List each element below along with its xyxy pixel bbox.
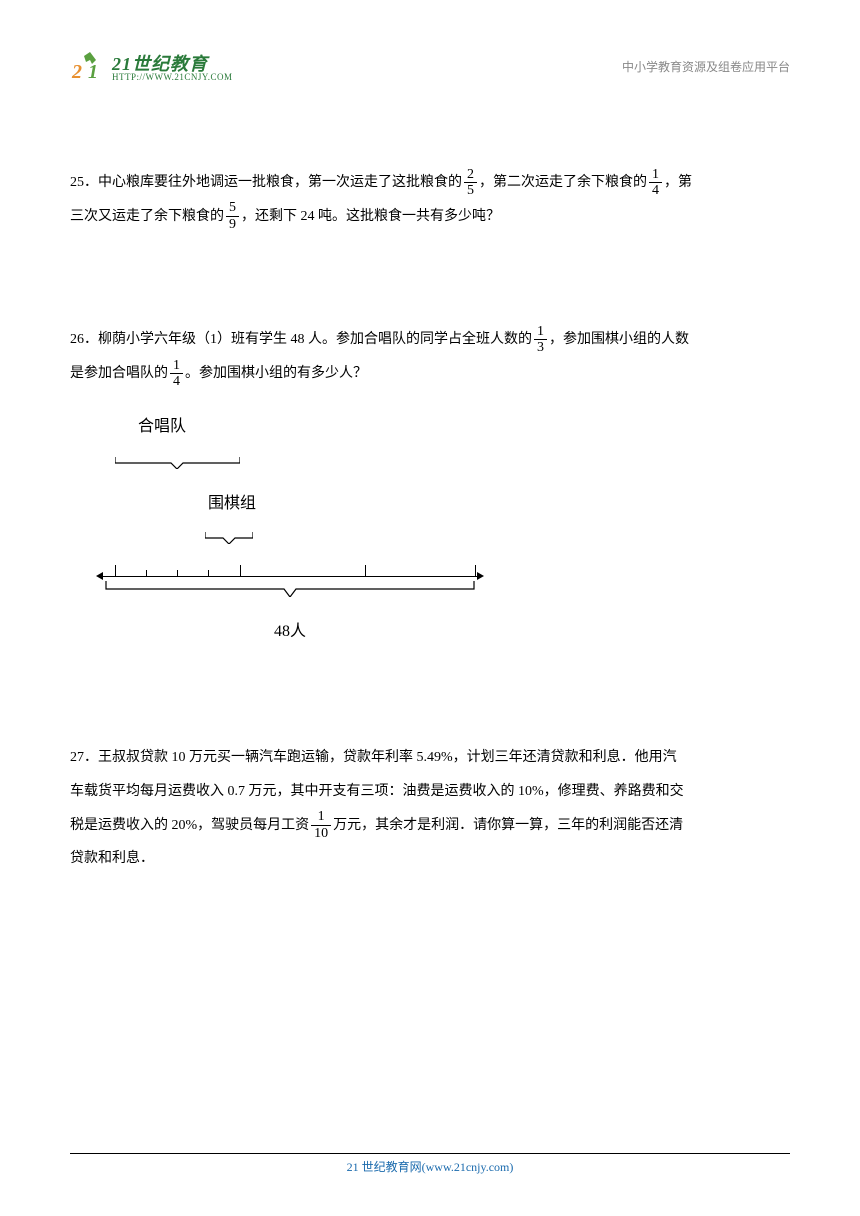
diagram: 合唱队 围棋组 <box>100 408 490 651</box>
problem-27-text: 27．王叔叔贷款 10 万元买一辆汽车跑运输，贷款年利率 5.49%，计划三年还… <box>70 741 790 875</box>
text: ，还剩下 24 吨。这批粮食一共有多少吨？ <box>241 209 500 224</box>
text: 。参加围棋小组的有多少人？ <box>185 366 367 381</box>
fraction: 14 <box>649 167 662 199</box>
diagram-label-2: 围棋组 <box>208 485 490 523</box>
text: ．王叔叔贷款 10 万元买一辆汽车跑运输，贷款年利率 5.49%，计划三年还清贷… <box>84 750 677 765</box>
fraction: 25 <box>464 167 477 199</box>
problem-25: 25．中心粮库要往外地调运一批粮食，第一次运走了这批粮食的25，第二次运走了余下… <box>70 166 790 233</box>
text: ，参加围棋小组的人数 <box>549 332 689 347</box>
text: 是参加合唱队的 <box>70 366 168 381</box>
fraction: 13 <box>534 324 547 356</box>
text: ，第 <box>664 175 692 190</box>
problem-25-text: 25．中心粮库要往外地调运一批粮食，第一次运走了这批粮食的25，第二次运走了余下… <box>70 166 790 233</box>
logo-url: HTTP://WWW.21CNJY.COM <box>112 73 233 82</box>
q-num: 25 <box>70 175 84 190</box>
q-num: 27 <box>70 750 84 765</box>
svg-text:2: 2 <box>71 61 82 83</box>
fraction: 59 <box>226 200 239 232</box>
number-line <box>100 559 480 577</box>
text: 万元，其余才是利润．请你算一算，三年的利润能否还清 <box>333 818 683 833</box>
text: 车载货平均每月运费收入 0.7 万元，其中开支有三项：油费是运费收入的 10%，… <box>70 784 684 799</box>
text: ，第二次运走了余下粮食的 <box>479 175 647 190</box>
bracket-icon <box>100 581 480 597</box>
logo-brand: 21世纪教育 <box>112 55 233 73</box>
problem-26: 26．柳荫小学六年级（1）班有学生 48 人。参加合唱队的同学占全班人数的13，… <box>70 323 790 651</box>
diagram-label-1: 合唱队 <box>138 408 490 446</box>
diagram-total: 48人 <box>100 613 480 651</box>
arrow-right-icon <box>477 572 484 580</box>
q-num: 26 <box>70 332 84 347</box>
fraction: 110 <box>311 809 331 841</box>
logo-text-block: 21世纪教育 HTTP://WWW.21CNJY.COM <box>112 55 233 82</box>
logo: 2 1 21世纪教育 HTTP://WWW.21CNJY.COM <box>70 50 233 86</box>
text: 税是运费收入的 20%，驾驶员每月工资 <box>70 818 309 833</box>
text: ．中心粮库要往外地调运一批粮食，第一次运走了这批粮食的 <box>84 175 462 190</box>
text: 三次又运走了余下粮食的 <box>70 209 224 224</box>
text: 贷款和利息． <box>70 851 154 866</box>
problem-26-text: 26．柳荫小学六年级（1）班有学生 48 人。参加合唱队的同学占全班人数的13，… <box>70 323 790 390</box>
footer-text: 21 世纪教育网(www.21cnjy.com) <box>347 1160 514 1174</box>
page-footer: 21 世纪教育网(www.21cnjy.com) <box>70 1153 790 1176</box>
svg-text:1: 1 <box>88 61 98 83</box>
logo-icon: 2 1 <box>70 50 106 86</box>
page-header: 2 1 21世纪教育 HTTP://WWW.21CNJY.COM 中小学教育资源… <box>70 50 790 86</box>
bracket-icon <box>115 457 240 469</box>
text: ．柳荫小学六年级（1）班有学生 48 人。参加合唱队的同学占全班人数的 <box>84 332 532 347</box>
bracket-icon <box>205 532 253 544</box>
fraction: 14 <box>170 358 183 390</box>
header-platform-text: 中小学教育资源及组卷应用平台 <box>622 58 790 75</box>
problem-27: 27．王叔叔贷款 10 万元买一辆汽车跑运输，贷款年利率 5.49%，计划三年还… <box>70 741 790 875</box>
content-area: 25．中心粮库要往外地调运一批粮食，第一次运走了这批粮食的25，第二次运走了余下… <box>70 166 790 876</box>
